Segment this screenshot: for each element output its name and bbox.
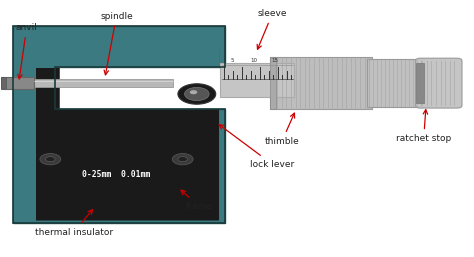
Text: thimble: thimble [264, 113, 299, 146]
Bar [0, 77, 34, 89]
Text: sleeve: sleeve [257, 9, 287, 49]
Bar [34, 79, 173, 87]
Circle shape [46, 157, 55, 162]
Circle shape [178, 157, 187, 162]
Polygon shape [14, 31, 36, 221]
Bar [0, 77, 6, 88]
Circle shape [184, 87, 209, 101]
Polygon shape [12, 26, 225, 223]
Text: 5: 5 [230, 58, 234, 63]
FancyBboxPatch shape [416, 58, 462, 108]
Text: 0-25mm  0.01mm: 0-25mm 0.01mm [82, 170, 151, 179]
Text: 10: 10 [250, 58, 257, 63]
Text: anvil: anvil [16, 23, 37, 79]
Bar [270, 57, 372, 109]
Circle shape [190, 90, 197, 94]
Circle shape [172, 153, 193, 165]
Circle shape [178, 84, 216, 104]
Text: thermal insulator: thermal insulator [35, 210, 113, 236]
Polygon shape [18, 31, 219, 68]
Polygon shape [14, 47, 219, 221]
Text: lock lever: lock lever [219, 125, 294, 169]
Bar [220, 63, 294, 97]
Text: ratchet stop: ratchet stop [396, 110, 451, 143]
Circle shape [40, 153, 61, 165]
Text: spindle: spindle [100, 12, 133, 75]
Text: 15: 15 [271, 58, 278, 63]
Bar [270, 57, 276, 109]
Text: frame: frame [181, 190, 213, 211]
Bar [416, 63, 424, 103]
Bar [367, 59, 424, 107]
